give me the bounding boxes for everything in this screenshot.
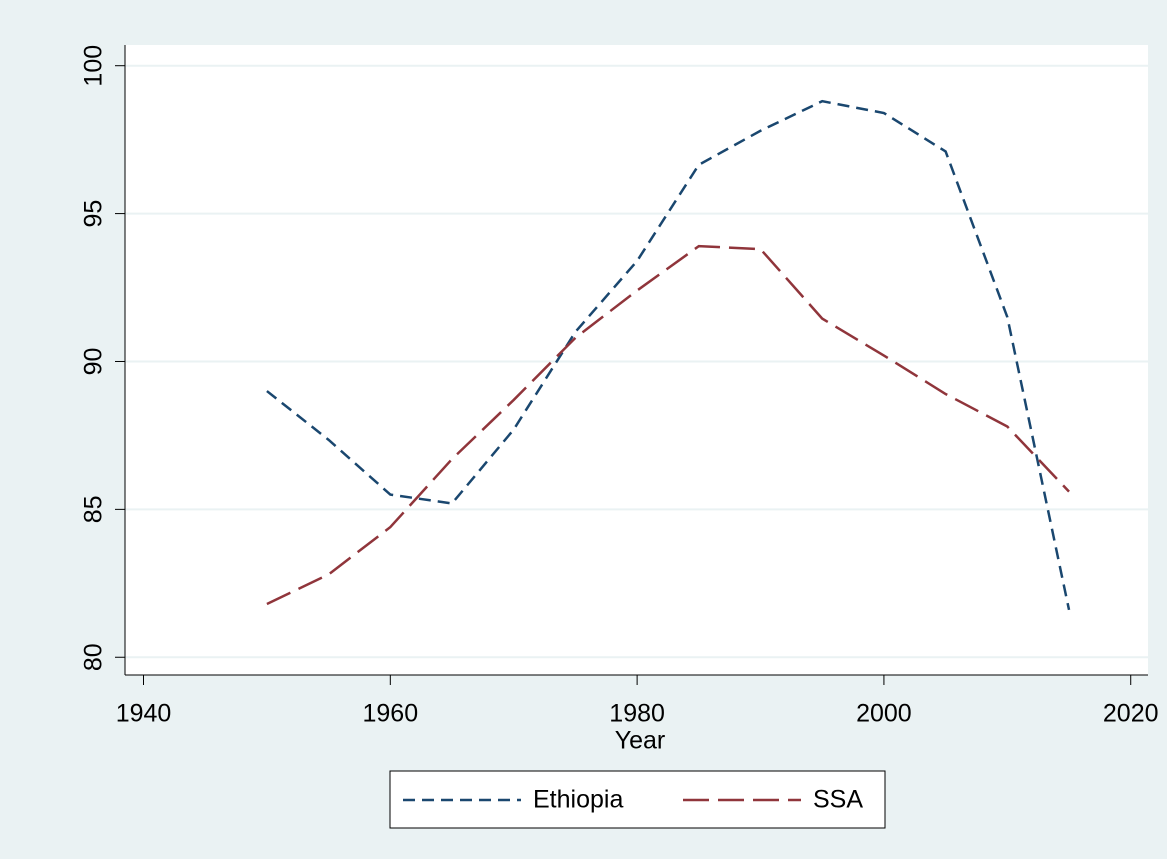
plot-area (125, 45, 1148, 675)
x-tick-label: 2020 (1103, 700, 1159, 728)
y-tick-label: 90 (80, 348, 108, 376)
x-tick-label: 2000 (856, 700, 912, 728)
line-series (266, 244, 1070, 606)
x-tick-label: 1980 (609, 700, 665, 728)
x-tick-label: 1940 (116, 700, 172, 728)
x-tick-label: 1960 (363, 700, 419, 728)
y-tick-label: 80 (80, 643, 108, 671)
y-tick-label: 95 (80, 200, 108, 228)
legend-label: Ethiopia (533, 786, 623, 814)
line-series (266, 99, 1071, 611)
y-tick-label: 100 (80, 45, 108, 87)
x-axis-title: Year (615, 727, 666, 755)
legend-label: SSA (813, 786, 863, 814)
y-tick-label: 85 (80, 495, 108, 523)
legend (389, 770, 886, 829)
